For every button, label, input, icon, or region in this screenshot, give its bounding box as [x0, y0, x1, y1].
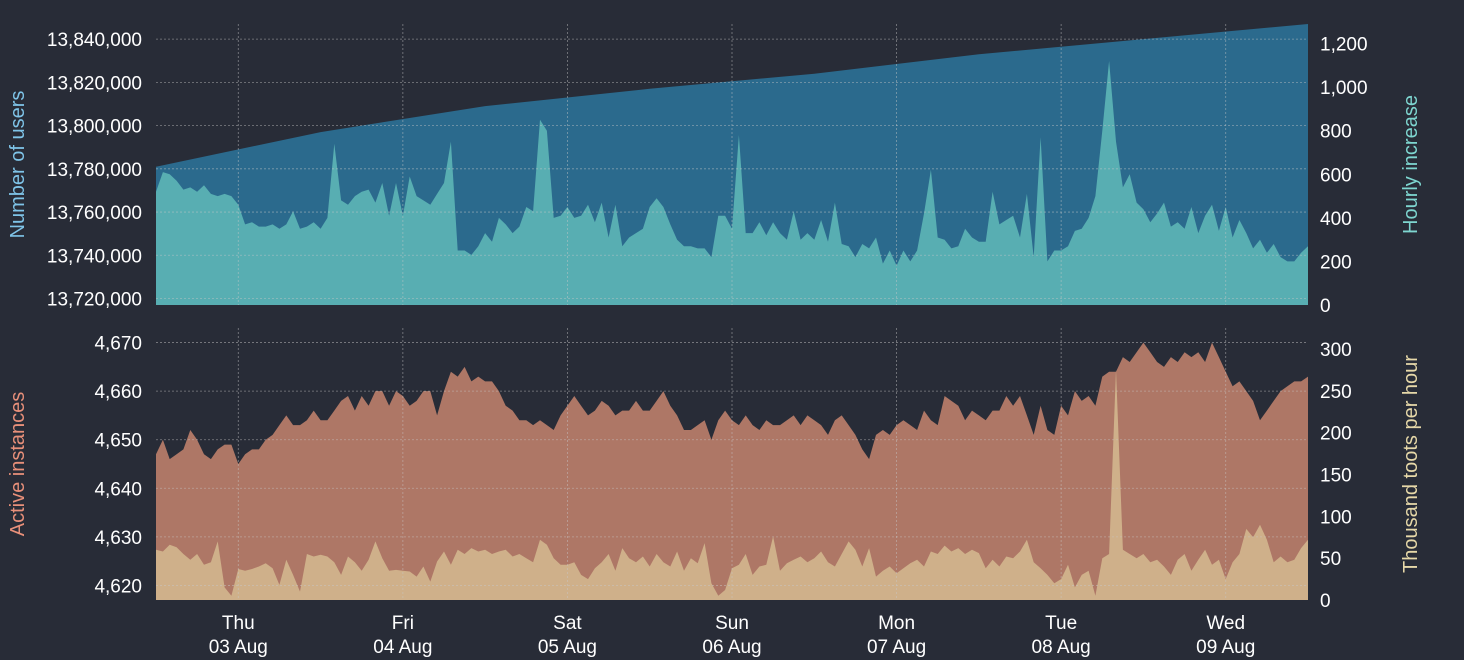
x-tick-day: Sun [715, 613, 749, 634]
right-tick-label: 100 [1320, 507, 1352, 528]
left-tick-label: 4,650 [94, 431, 142, 452]
toots-per-hour-area [156, 369, 1308, 600]
left-tick-label: 13,780,000 [47, 160, 142, 181]
left-tick-label: 4,630 [94, 528, 142, 549]
left-tick-label: 13,840,000 [47, 30, 142, 51]
x-tick-date: 04 Aug [373, 637, 432, 658]
right-tick-label: 600 [1320, 165, 1352, 186]
left-tick-label: 13,800,000 [47, 117, 142, 138]
date-axis: Thu 03 Aug Fri 04 Aug Sat 05 Aug Sun 06 Aug Mon 0… [209, 613, 1256, 658]
x-tick-date: 06 Aug [702, 637, 761, 658]
left-tick-label: 13,720,000 [47, 290, 142, 311]
left-axis-label: Active instances [7, 392, 29, 537]
x-tick-day: Mon [878, 613, 915, 634]
right-tick-label: 0 [1320, 296, 1331, 317]
left-axis-label: Number of users [7, 91, 29, 239]
right-tick-label: 400 [1320, 209, 1352, 230]
x-tick-date: 09 Aug [1196, 637, 1255, 658]
right-tick-label: 0 [1320, 591, 1331, 612]
right-axis-label: Thousand toots per hour [1400, 355, 1422, 573]
active-instances-area [156, 342, 1308, 600]
x-tick-day: Sat [553, 613, 582, 634]
right-tick-label: 150 [1320, 465, 1352, 486]
left-tick-label: 4,640 [94, 479, 142, 500]
right-axis-label: Hourly increase [1400, 95, 1422, 234]
x-tick-date: 05 Aug [538, 637, 597, 658]
left-tick-label: 4,620 [94, 576, 142, 597]
x-tick-date: 08 Aug [1032, 637, 1091, 658]
x-tick-day: Tue [1045, 613, 1077, 634]
left-tick-label: 4,670 [94, 334, 142, 355]
x-tick-day: Fri [392, 613, 414, 634]
right-tick-label: 1,200 [1320, 35, 1368, 56]
x-tick-day: Wed [1206, 613, 1245, 634]
right-tick-label: 300 [1320, 340, 1352, 361]
users-panel: 13,720,000 13,740,000 13,760,000 13,780,000… [7, 24, 1422, 317]
left-tick-label: 13,820,000 [47, 73, 142, 94]
right-tick-label: 800 [1320, 122, 1352, 143]
right-tick-label: 200 [1320, 424, 1352, 445]
instances-panel: 4,620 4,630 4,640 4,650 4,660 4,670 0 50 100 150 2… [7, 328, 1422, 612]
x-tick-date: 03 Aug [209, 637, 268, 658]
x-tick-day: Thu [222, 613, 255, 634]
left-tick-label: 13,760,000 [47, 203, 142, 224]
left-tick-label: 13,740,000 [47, 246, 142, 267]
right-tick-label: 1,000 [1320, 78, 1368, 99]
right-tick-label: 50 [1320, 549, 1341, 570]
right-tick-label: 200 [1320, 252, 1352, 273]
left-tick-label: 4,660 [94, 382, 142, 403]
hourly-increase-area [156, 61, 1308, 305]
x-tick-date: 07 Aug [867, 637, 926, 658]
right-tick-label: 250 [1320, 382, 1352, 403]
